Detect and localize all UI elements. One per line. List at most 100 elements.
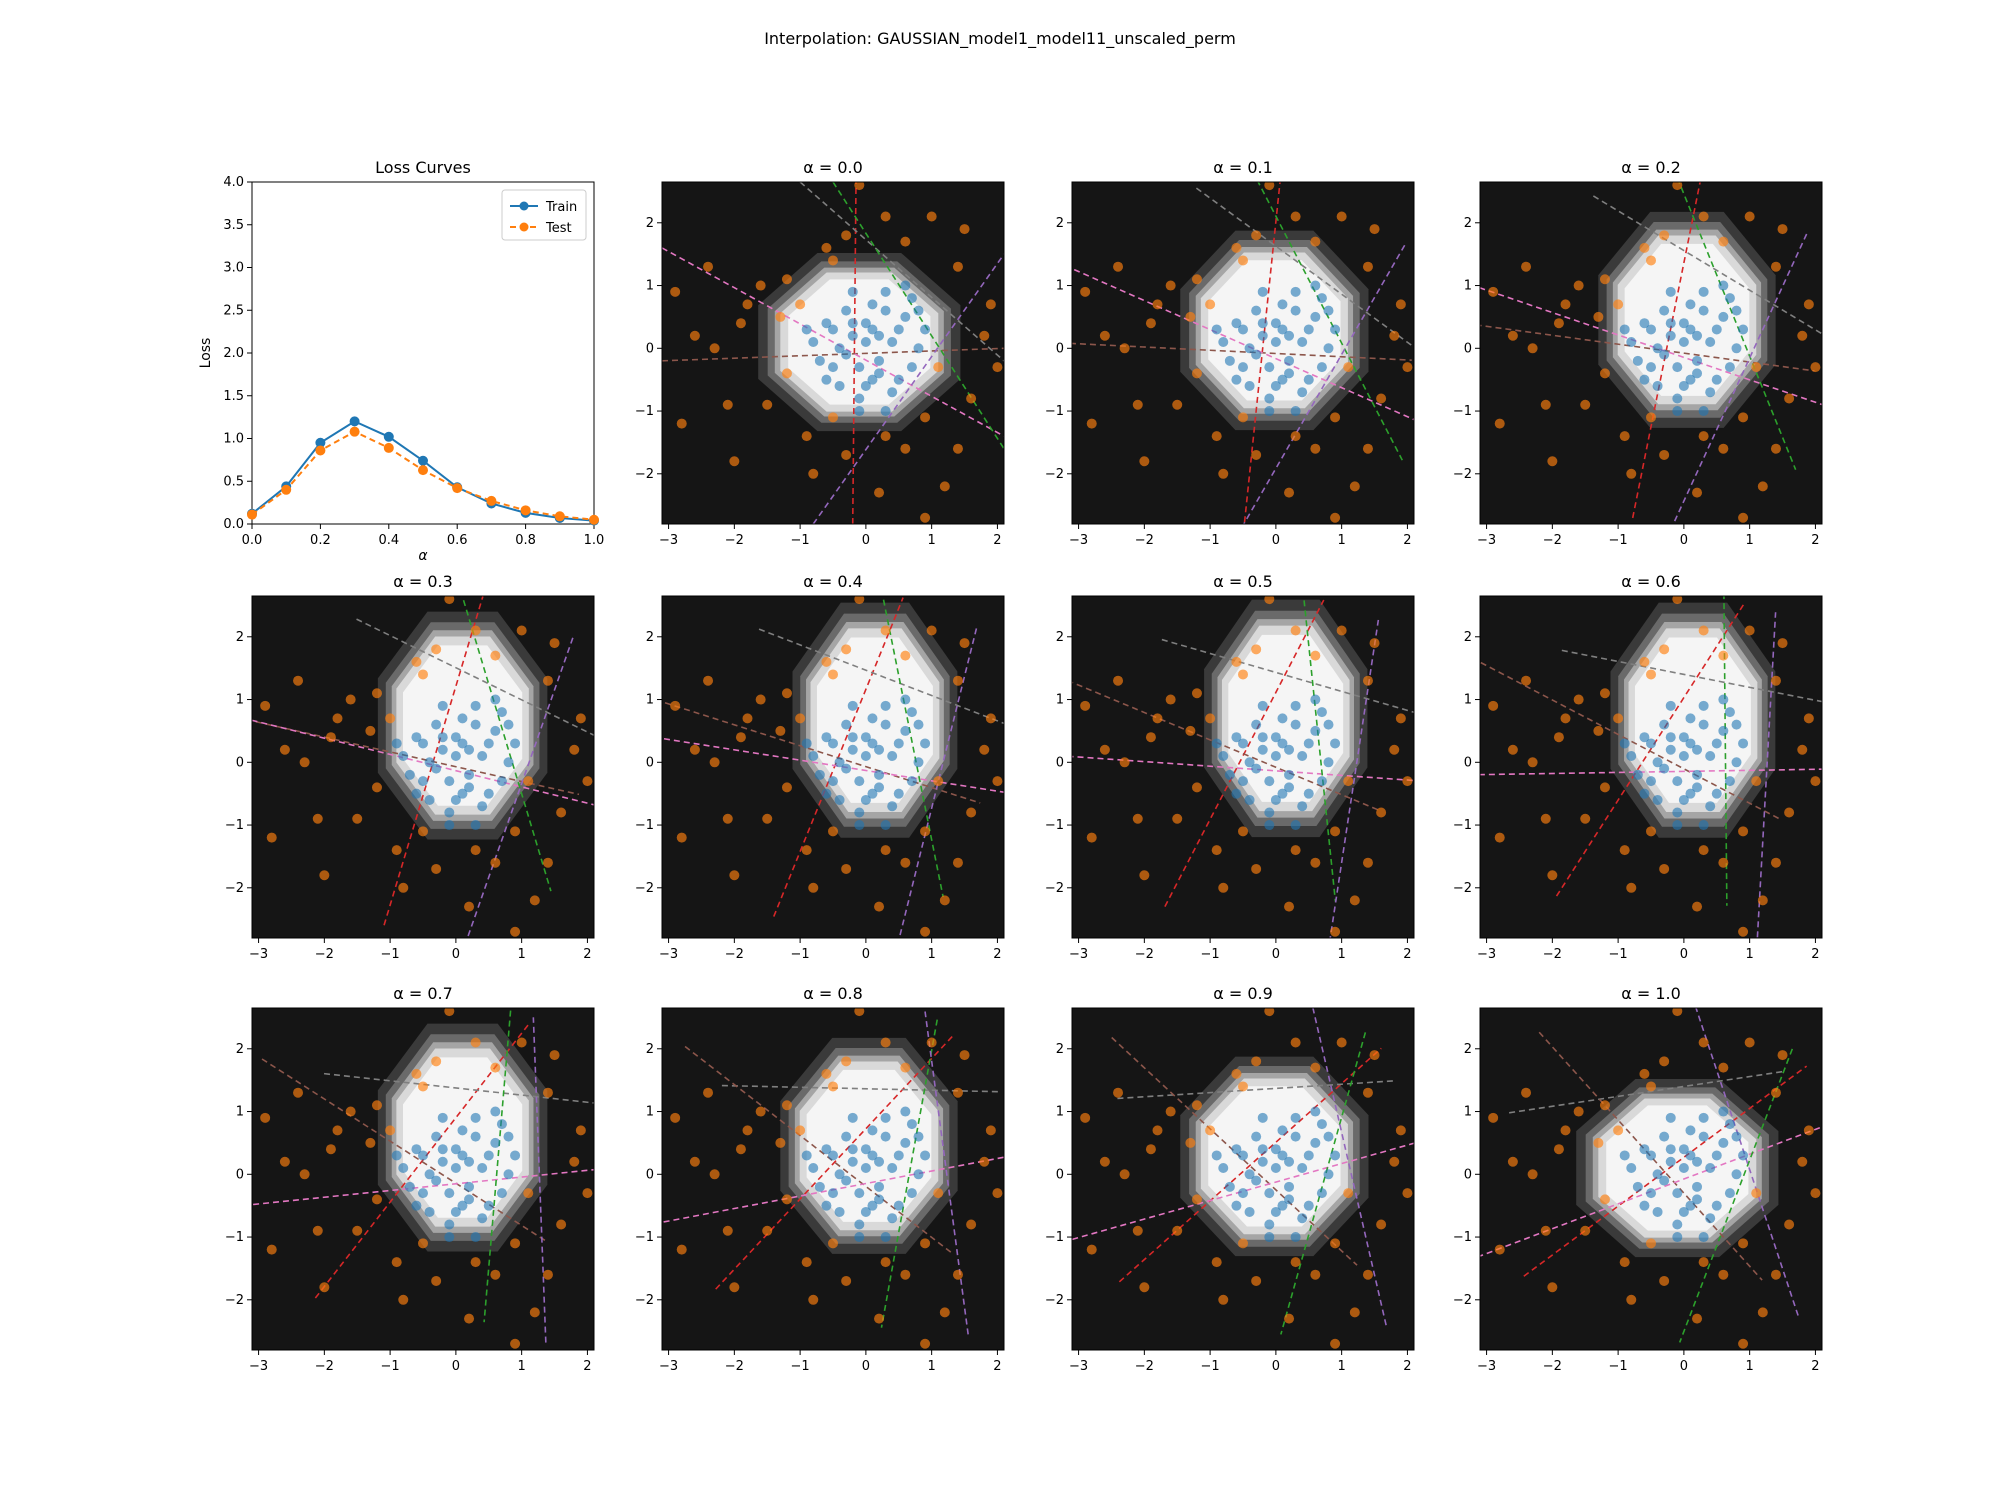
subplot-grid: Loss Curves 0.0 0.2 0.4 0.6 0.8 1.0 0.0 0.5 1.0 1.…	[198, 158, 1823, 1374]
inner-point	[1678, 337, 1689, 348]
inner-point	[880, 700, 891, 711]
outer-point	[1646, 1081, 1656, 1092]
outer-point	[1659, 1275, 1670, 1286]
inner-point	[854, 1219, 865, 1230]
outer-point	[828, 669, 838, 680]
inner-point	[1257, 744, 1268, 755]
outer-point	[1646, 255, 1656, 266]
inner-point	[860, 1144, 871, 1155]
outer-point	[841, 230, 852, 241]
inner-point	[1270, 318, 1281, 329]
outer-point	[1626, 1294, 1637, 1305]
inner-point	[867, 788, 878, 799]
inner-point	[1290, 719, 1301, 730]
inner-point	[1632, 769, 1643, 780]
outer-point	[900, 650, 911, 661]
inner-point	[906, 1188, 917, 1199]
inner-point	[1264, 1188, 1275, 1199]
panel-title: α = 0.1	[1213, 158, 1273, 177]
outer-point	[385, 1125, 396, 1136]
outer-point	[900, 443, 911, 454]
inner-point	[834, 343, 845, 354]
boundary-line	[1672, 231, 1809, 524]
decision-panel-5: α = 0.5 −3 −2 −1 0 1 2 −2 −1 0 1 2	[1045, 572, 1415, 962]
outer-point	[352, 1225, 363, 1236]
panel-y-tick-label: 2	[1056, 216, 1064, 231]
inner-point	[1257, 1156, 1268, 1167]
outer-point	[841, 644, 852, 655]
inner-point	[1330, 1150, 1341, 1161]
inner-point	[457, 1150, 468, 1161]
inner-point	[1257, 286, 1268, 297]
outer-point	[1113, 675, 1124, 686]
boundary-line	[721, 1084, 999, 1093]
outer-point	[1659, 644, 1670, 655]
outer-point	[490, 1062, 501, 1073]
panel-title: α = 0.6	[1621, 572, 1681, 591]
outer-point	[1139, 456, 1150, 467]
inner-point	[1284, 769, 1295, 780]
boundary-line	[314, 1023, 530, 1299]
outer-point	[556, 1219, 567, 1230]
outer-point	[1521, 1087, 1532, 1098]
outer-point	[1290, 625, 1301, 636]
outer-point	[1191, 1100, 1202, 1111]
outer-point	[920, 1338, 931, 1349]
inner-point	[464, 744, 475, 755]
outer-point	[345, 1106, 356, 1117]
inner-point	[1731, 719, 1742, 730]
inner-point	[867, 738, 878, 749]
outer-point	[1132, 1225, 1143, 1236]
outer-point	[939, 895, 950, 906]
panel-x-tick-label: 0	[1680, 947, 1688, 962]
outer-point	[1218, 882, 1229, 893]
outer-point	[985, 713, 996, 724]
inner-point	[404, 1181, 415, 1192]
inner-point	[457, 1125, 468, 1136]
panel-y-tick-label: 1	[1464, 1105, 1472, 1120]
outer-point	[1718, 1062, 1729, 1073]
outer-point	[1205, 299, 1216, 310]
outer-point	[1343, 776, 1354, 787]
inner-point	[1297, 387, 1308, 398]
inner-point	[1284, 744, 1295, 755]
inner-point	[1310, 280, 1321, 291]
outer-point	[920, 1238, 931, 1249]
decision-region-layer	[1208, 260, 1341, 401]
boundary-line	[1118, 1047, 1382, 1283]
panel-x-tick-label: −3	[249, 947, 268, 962]
outer-point	[959, 1050, 970, 1061]
boundary-line	[662, 701, 981, 804]
outer-point	[542, 1269, 553, 1280]
outer-point	[411, 656, 422, 667]
outer-point	[1172, 1225, 1183, 1236]
inner-point	[900, 1106, 911, 1117]
inner-point	[867, 374, 878, 385]
inner-point	[1692, 782, 1703, 793]
inner-point	[828, 362, 838, 373]
outer-point	[808, 468, 819, 479]
outer-point	[1132, 399, 1143, 410]
inner-point	[1705, 1163, 1716, 1174]
panel-y-tick-label: −1	[225, 818, 244, 833]
outer-point	[1593, 725, 1604, 736]
panel-title: α = 0.3	[393, 572, 453, 591]
outer-point	[703, 1087, 714, 1098]
outer-point	[1777, 1050, 1788, 1061]
outer-point	[1770, 675, 1781, 686]
outer-point	[703, 261, 714, 272]
outer-point	[1770, 1269, 1781, 1280]
outer-point	[398, 1294, 409, 1305]
inner-point	[1316, 1119, 1327, 1130]
panel-y-tick-label: −2	[225, 1293, 244, 1308]
inner-point	[1257, 700, 1268, 711]
inner-point	[880, 305, 891, 316]
inner-point	[1270, 1206, 1281, 1217]
inner-point	[1678, 380, 1689, 391]
inner-point	[1705, 1213, 1716, 1224]
panel-y-tick-label: −1	[225, 1230, 244, 1245]
inner-point	[821, 374, 832, 385]
inner-point	[900, 1137, 911, 1148]
outer-point	[1264, 596, 1275, 605]
boundary-line	[1329, 619, 1380, 938]
